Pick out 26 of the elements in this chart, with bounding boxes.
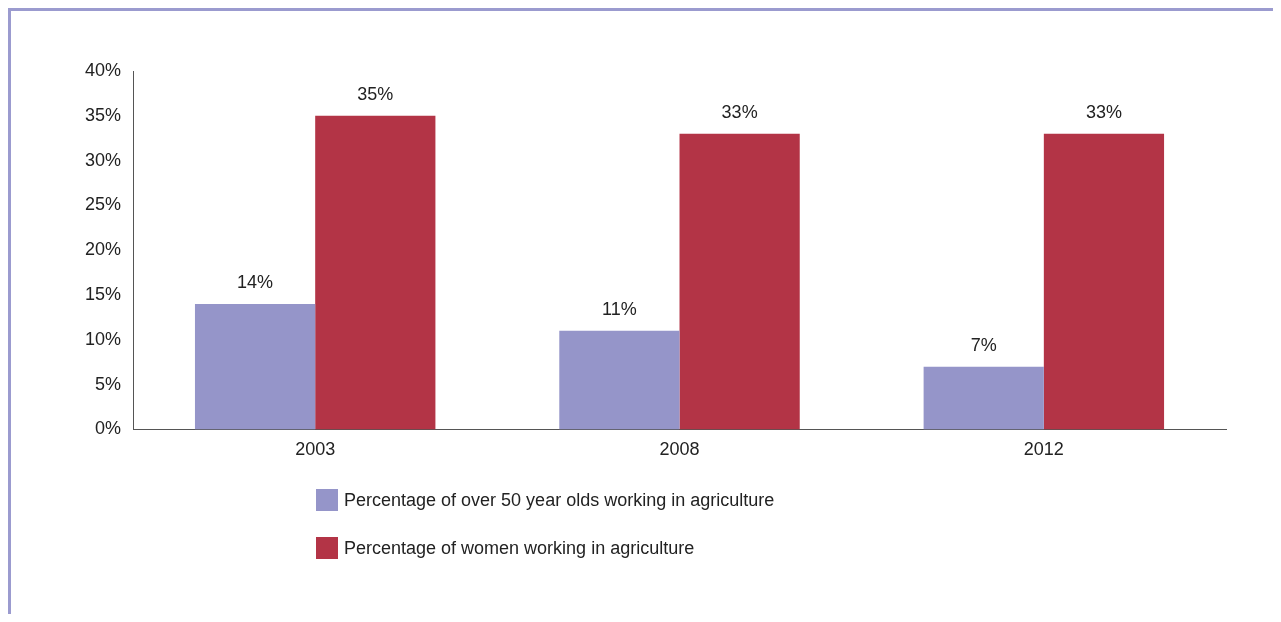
data-label: 33% xyxy=(721,101,758,122)
legend-label: Percentage of women working in agriculture xyxy=(344,537,695,559)
y-tick-label: 30% xyxy=(85,149,122,170)
y-tick-label: 20% xyxy=(85,239,122,260)
y-tick-label: 10% xyxy=(85,328,122,349)
y-tick-label: 35% xyxy=(85,104,122,125)
legend-label: Percentage of over 50 year olds working in agriculture xyxy=(344,489,775,511)
bar xyxy=(923,366,1044,430)
y-tick-label: 25% xyxy=(85,194,122,215)
y-tick-label: 40% xyxy=(85,59,122,80)
y-tick-label: 5% xyxy=(95,373,122,394)
data-label: 11% xyxy=(602,298,637,319)
bar xyxy=(194,303,316,430)
data-label: 33% xyxy=(1085,101,1122,122)
bar xyxy=(315,115,436,430)
x-tick-label: 2008 xyxy=(659,439,700,460)
bar xyxy=(679,133,800,430)
x-tick-label: 2003 xyxy=(295,439,336,460)
data-label: 7% xyxy=(970,334,997,355)
y-tick-label: 0% xyxy=(95,418,122,439)
bar xyxy=(559,330,680,430)
data-label: 14% xyxy=(237,271,274,292)
bar xyxy=(1043,133,1165,430)
x-tick-label: 2012 xyxy=(1023,439,1064,460)
y-tick-label: 15% xyxy=(85,283,122,304)
data-label: 35% xyxy=(357,83,394,104)
